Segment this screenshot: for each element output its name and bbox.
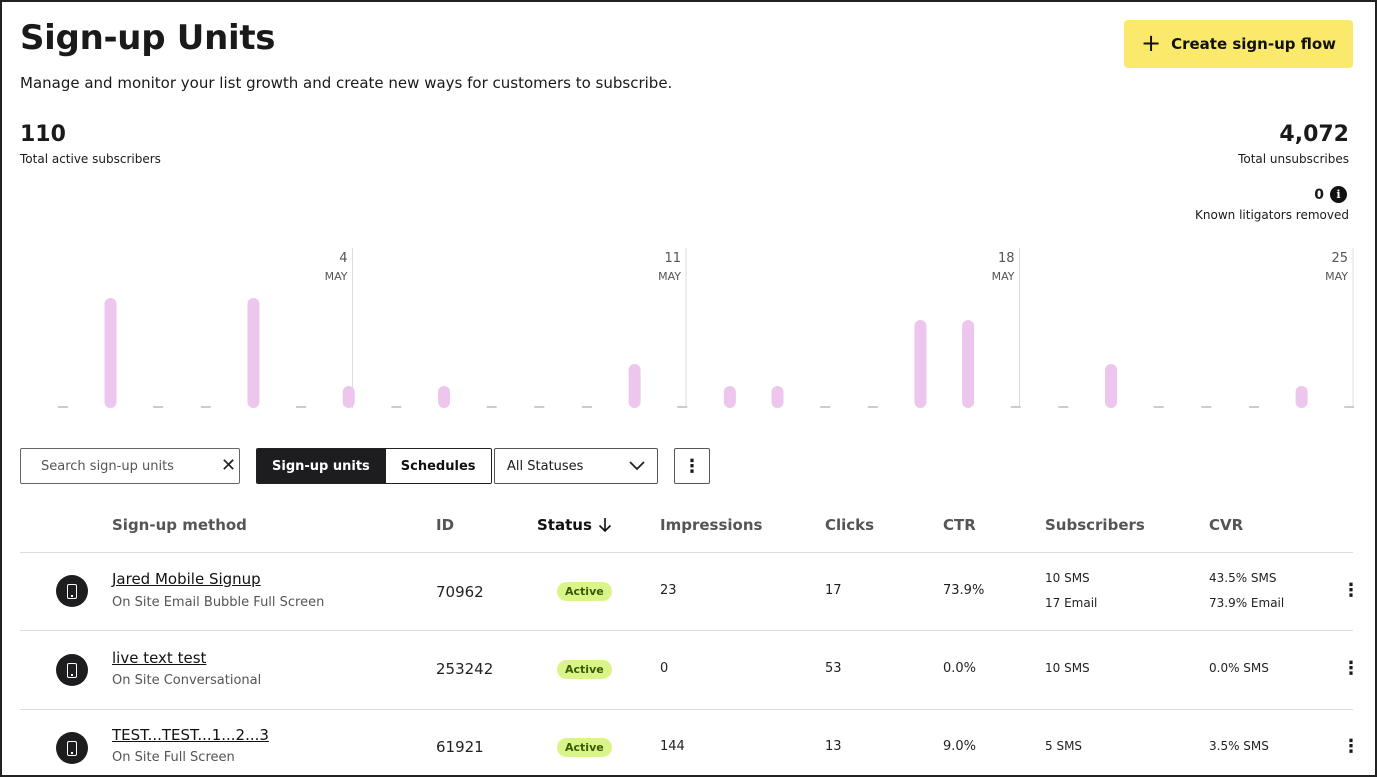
column-header-status[interactable]: Status	[537, 516, 612, 534]
header-divider	[20, 552, 1353, 553]
litigators-removed: 0 i	[1314, 186, 1347, 203]
column-header-clicks: Clicks	[825, 516, 875, 534]
page-title: Sign-up Units	[20, 18, 276, 58]
chart-bar[interactable]	[962, 320, 975, 408]
plus-icon: +	[1140, 29, 1162, 57]
chart-bar[interactable]	[771, 386, 784, 408]
cvr-email: 73.9% Email	[1209, 596, 1285, 610]
subscribers-email: 17 Email	[1045, 596, 1098, 610]
status-filter-select[interactable]: All Statuses	[494, 448, 658, 484]
column-header-method: Sign-up method	[112, 516, 247, 534]
column-header-id: ID	[436, 516, 455, 534]
signup-unit-type: On Site Full Screen	[112, 750, 235, 765]
clicks-value: 53	[825, 661, 842, 676]
signup-unit-id: 253242	[436, 660, 494, 678]
arrow-down-icon	[598, 518, 611, 533]
column-header-cvr: CVR	[1209, 516, 1244, 534]
impressions-value: 23	[660, 583, 677, 598]
cvr-sms: 43.5% SMS	[1209, 571, 1277, 585]
view-toggle: Sign-up units Schedules	[256, 448, 492, 484]
mobile-device-icon	[56, 654, 88, 686]
column-header-impressions: Impressions	[660, 516, 763, 534]
column-header-subscribers: Subscribers	[1045, 516, 1145, 534]
create-signup-flow-button[interactable]: + Create sign-up flow	[1124, 20, 1353, 68]
subscribers-chart: 4 MAY 11 MAY 18 MAY 25 MAY	[57, 248, 1354, 408]
status-filter-value: All Statuses	[507, 458, 584, 474]
ctr-value: 0.0%	[943, 661, 977, 676]
signup-unit-type: On Site Conversational	[112, 673, 262, 688]
status-badge: Active	[557, 582, 612, 601]
search-box[interactable]: ✕	[20, 448, 240, 484]
impressions-value: 144	[660, 739, 685, 754]
active-subscribers-label: Total active subscribers	[20, 152, 161, 166]
chart-bar[interactable]	[1295, 386, 1308, 408]
active-subscribers-count: 110	[20, 122, 66, 147]
x-tick-month: MAY	[658, 270, 681, 283]
chart-bar[interactable]	[1105, 364, 1118, 408]
table-row: Jared Mobile Signup On Site Email Bubble…	[20, 553, 1360, 631]
cvr-sms: 3.5% SMS	[1209, 739, 1269, 753]
signup-unit-name-link[interactable]: TEST...TEST...1...2...3	[112, 726, 269, 744]
chart-bar[interactable]	[438, 386, 451, 408]
close-icon[interactable]: ✕	[221, 455, 237, 476]
chevron-down-icon	[629, 461, 645, 471]
x-tick-month: MAY	[325, 270, 348, 283]
table-row: TEST...TEST...1...2...3 On Site Full Scr…	[20, 710, 1360, 775]
litigators-count: 0	[1314, 186, 1324, 203]
subscribers-sms: 10 SMS	[1045, 571, 1090, 585]
cvr-sms: 0.0% SMS	[1209, 661, 1269, 675]
tab-signup-units[interactable]: Sign-up units	[257, 449, 385, 483]
x-tick-month: MAY	[1325, 270, 1348, 283]
row-more-options-button[interactable]: ⋮	[1342, 658, 1360, 679]
chart-bar[interactable]	[914, 320, 927, 408]
search-input[interactable]	[41, 458, 211, 474]
subscribers-sms: 5 SMS	[1045, 739, 1083, 753]
table-row: live text test On Site Conversational 25…	[20, 632, 1360, 710]
unsubscribes-label: Total unsubscribes	[1238, 152, 1349, 166]
chart-bar[interactable]	[247, 298, 260, 408]
x-tick-month: MAY	[992, 270, 1015, 283]
signup-unit-id: 61921	[436, 738, 484, 756]
create-signup-flow-label: Create sign-up flow	[1171, 35, 1336, 53]
signup-unit-type: On Site Email Bubble Full Screen	[112, 595, 325, 610]
signup-unit-name-link[interactable]: Jared Mobile Signup	[112, 570, 261, 588]
more-options-button[interactable]: ⋮	[674, 448, 710, 484]
chart-bar[interactable]	[104, 298, 117, 408]
column-header-ctr: CTR	[943, 516, 976, 534]
x-tick-day: 4	[339, 251, 347, 266]
ctr-value: 73.9%	[943, 583, 985, 598]
signup-unit-name-link[interactable]: live text test	[112, 649, 207, 667]
unsubscribes-count: 4,072	[1279, 122, 1349, 147]
subscribers-sms: 10 SMS	[1045, 661, 1090, 675]
impressions-value: 0	[660, 661, 669, 676]
chart-bar[interactable]	[628, 364, 641, 408]
x-tick-day: 18	[998, 251, 1015, 266]
status-badge: Active	[557, 738, 612, 757]
clicks-value: 13	[825, 739, 842, 754]
chart-bar[interactable]	[342, 386, 355, 408]
status-badge: Active	[557, 660, 612, 679]
ctr-value: 9.0%	[943, 739, 977, 754]
page-subtitle: Manage and monitor your list growth and …	[20, 74, 673, 92]
tab-schedules[interactable]: Schedules	[384, 449, 491, 483]
clicks-value: 17	[825, 583, 842, 598]
litigators-label: Known litigators removed	[1195, 208, 1349, 222]
info-icon[interactable]: i	[1330, 186, 1347, 203]
row-more-options-button[interactable]: ⋮	[1342, 580, 1360, 601]
mobile-device-icon	[56, 732, 88, 764]
row-more-options-button[interactable]: ⋮	[1342, 736, 1360, 757]
mobile-device-icon	[56, 575, 88, 607]
chart-bar[interactable]	[723, 386, 736, 408]
x-tick-day: 11	[664, 251, 681, 266]
column-header-status-label: Status	[537, 516, 592, 534]
signup-unit-id: 70962	[436, 583, 484, 601]
x-tick-day: 25	[1331, 251, 1348, 266]
